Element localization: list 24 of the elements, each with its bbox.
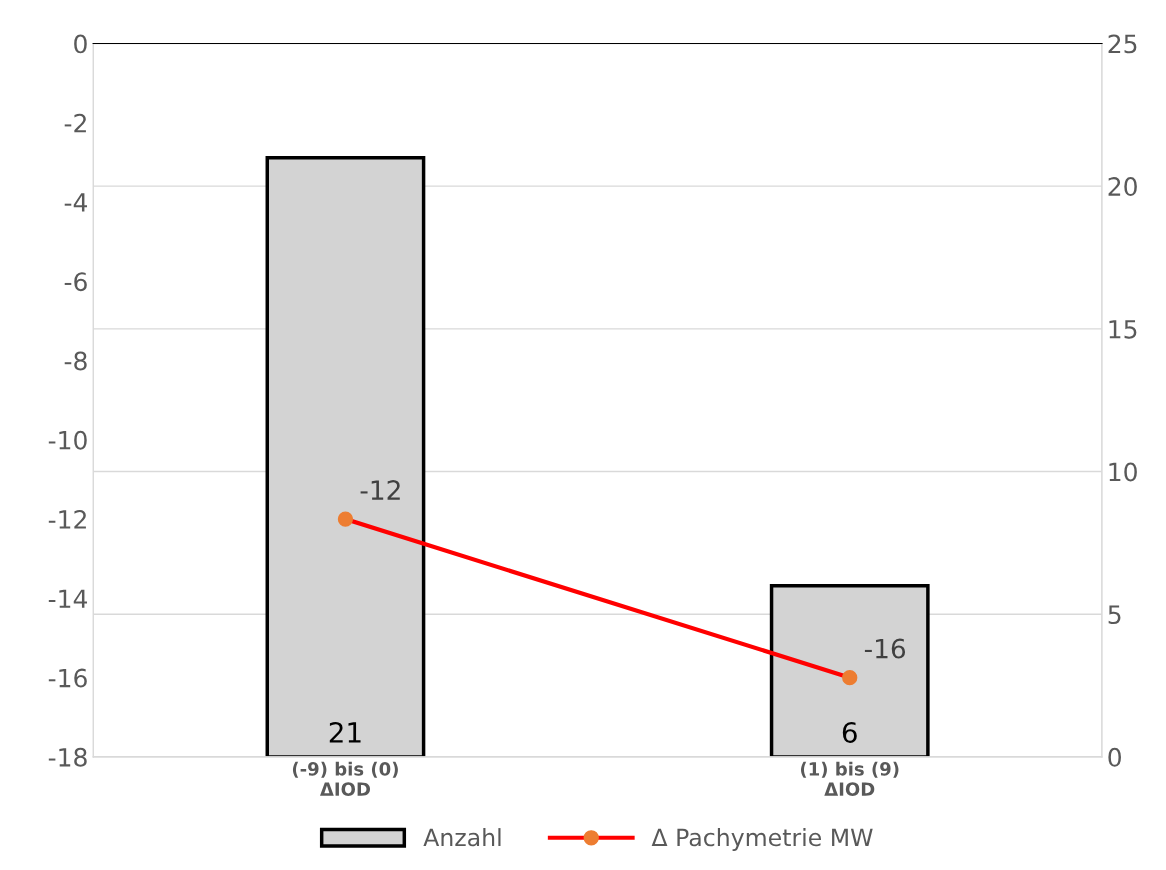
- y2-tick-label: 0: [1108, 747, 1121, 767]
- y-tick-label: -14: [48, 589, 88, 608]
- y2-tick-label: 25: [1108, 34, 1137, 54]
- y-tick-label: -6: [64, 272, 87, 292]
- data-label: 6: [842, 721, 857, 743]
- y-tick-label: -18: [48, 747, 87, 767]
- y-tick-label: -16: [48, 668, 87, 688]
- data-label: 21: [329, 721, 361, 743]
- x-tick-label: (1) bis (9) ΔIOD: [800, 761, 899, 796]
- data-label: -12: [360, 480, 400, 500]
- y-tick-label: 0: [74, 34, 87, 54]
- data-label: -16: [864, 638, 906, 659]
- y2-tick-label: 10: [1109, 462, 1137, 482]
- y2-tick-label: 20: [1108, 177, 1137, 197]
- y-tick-label: -10: [48, 430, 87, 450]
- y-tick-label: -12: [48, 510, 86, 529]
- y-tick-label: -4: [64, 193, 88, 212]
- y-tick-label: -2: [64, 113, 86, 133]
- legend-label: Δ Pachymetrie MW: [651, 828, 873, 851]
- y2-tick-label: 15: [1109, 320, 1137, 339]
- y2-tick-label: 5: [1108, 605, 1121, 625]
- x-tick-label: (-9) bis (0) ΔIOD: [292, 761, 398, 796]
- legend-label: Anzahl: [423, 828, 501, 847]
- y-tick-label: -8: [64, 351, 87, 371]
